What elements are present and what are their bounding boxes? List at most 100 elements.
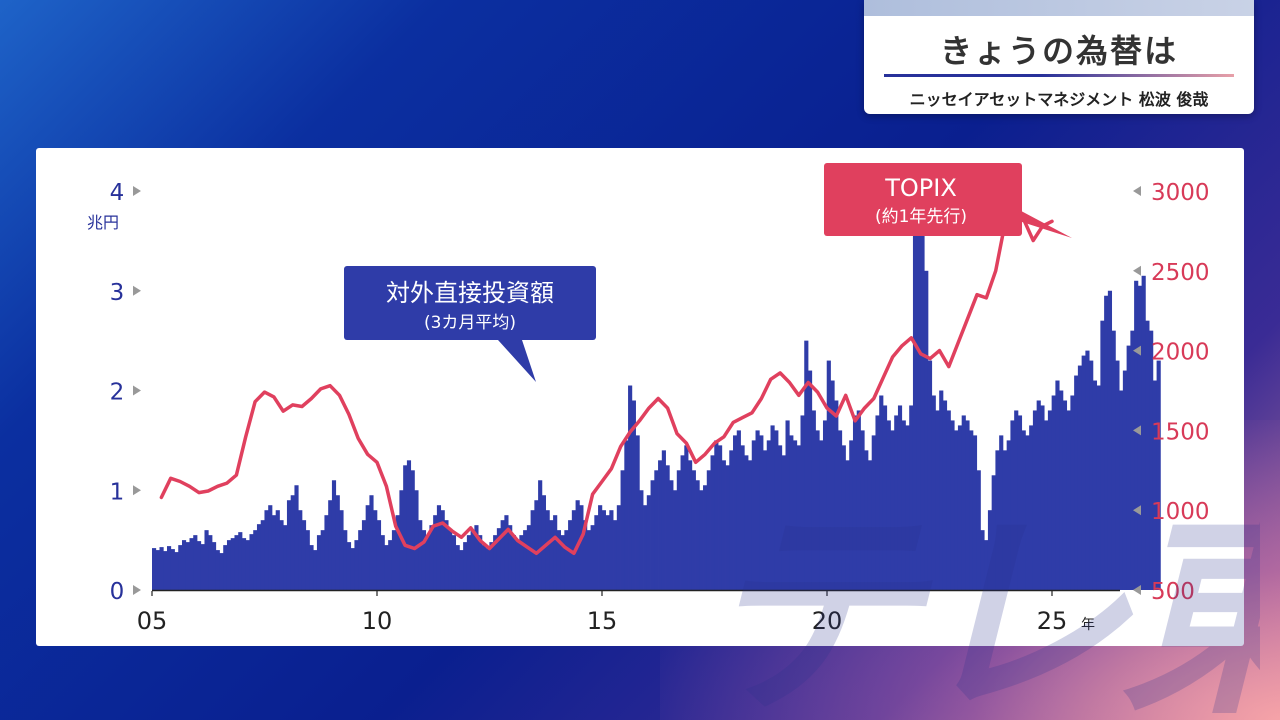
fdi-bar	[1141, 275, 1146, 590]
fdi-bar	[474, 525, 479, 590]
fdi-bar	[909, 405, 914, 590]
fdi-bar	[159, 547, 164, 590]
fdi-bar	[481, 545, 487, 590]
fdi-bar	[852, 415, 858, 590]
left-tick-marker	[133, 485, 141, 496]
fdi-bar	[339, 510, 344, 590]
fdi-bar	[733, 435, 738, 590]
fdi-bar	[226, 540, 232, 591]
fdi-bar	[170, 549, 175, 590]
fdi-bar	[609, 510, 614, 590]
topix-callout-subtitle: (約1年先行)	[875, 207, 967, 227]
fdi-bar	[1119, 390, 1124, 590]
fdi-bar	[354, 540, 359, 591]
fdi-bar	[489, 542, 494, 590]
left-tick-marker	[133, 285, 141, 296]
commentator-credit: ニッセイアセットマネジメント 松波 俊哉	[909, 90, 1209, 109]
fdi-bar	[260, 520, 265, 590]
fdi-bar	[601, 510, 606, 590]
fdi-bar	[706, 470, 711, 590]
fdi-bar	[496, 528, 502, 590]
fdi-bar	[526, 525, 531, 590]
fdi-bar	[1145, 320, 1150, 590]
fdi-bar	[361, 520, 367, 590]
fdi-bar	[954, 430, 959, 590]
fdi-bar	[867, 460, 873, 590]
fdi-bar	[837, 430, 843, 590]
fdi-bar	[1077, 365, 1083, 590]
fdi-bar	[860, 430, 865, 590]
fdi-bar	[759, 435, 764, 590]
program-title-box: きょうの為替は ニッセイアセットマネジメント 松波 俊哉	[864, 0, 1254, 114]
right-tick-label: 3000	[1151, 180, 1210, 206]
fdi-bar	[1006, 440, 1011, 591]
left-tick-marker	[133, 385, 141, 396]
fdi-bar	[294, 485, 299, 590]
fdi-bar	[942, 400, 948, 590]
fdi-bar	[185, 542, 190, 590]
fdi-bar	[440, 510, 445, 590]
right-tick-marker	[1133, 425, 1141, 436]
fdi-bar	[774, 430, 779, 590]
fdi-bar	[875, 415, 880, 590]
fdi-bar	[256, 524, 262, 590]
fdi-bar	[646, 495, 651, 590]
line-series	[159, 211, 1054, 556]
fdi-bar	[1044, 420, 1049, 590]
fdi-bar	[264, 510, 269, 590]
fdi-bar	[309, 545, 314, 590]
fdi-bar	[1089, 360, 1094, 590]
fdi-bar	[1096, 385, 1101, 590]
fdi-bar	[792, 440, 798, 591]
fdi-bar	[466, 535, 472, 590]
fdi-bar	[163, 551, 168, 590]
fdi-bar	[725, 465, 730, 590]
fdi-bar	[815, 430, 820, 590]
fdi-bar	[800, 415, 805, 590]
fdi-bar	[215, 550, 220, 590]
right-tick-label: 1000	[1151, 499, 1210, 525]
fdi-bar	[1040, 405, 1045, 590]
fdi-bar	[924, 270, 929, 590]
fdi-bar	[1051, 395, 1056, 590]
left-axis-unit: 兆円	[87, 213, 119, 232]
fdi-bar	[1014, 410, 1019, 590]
fdi-callout: 対外直接投資額 (3カ月平均)	[344, 266, 596, 382]
fdi-bar	[1017, 415, 1023, 590]
fdi-bar	[245, 540, 250, 591]
fdi-bar	[822, 420, 828, 590]
fdi-bar	[1115, 360, 1120, 590]
fdi-bar	[406, 460, 412, 590]
fdi-bar	[253, 530, 258, 590]
fdi-bar	[1149, 330, 1154, 590]
fdi-bar	[598, 505, 603, 590]
title-divider	[884, 74, 1234, 77]
title-box-topbar	[864, 0, 1254, 16]
fdi-bar	[654, 470, 659, 590]
fdi-bar	[249, 534, 254, 590]
fdi-bar	[718, 445, 723, 590]
fdi-bar	[897, 405, 903, 590]
x-tick-label: 05	[137, 607, 168, 635]
fdi-bar	[1081, 355, 1086, 590]
fdi-bar	[579, 505, 584, 590]
fdi-bar	[553, 515, 558, 590]
fdi-bar	[635, 435, 640, 590]
fdi-bar	[541, 495, 546, 590]
fdi-bar	[1134, 280, 1139, 590]
fdi-bar	[676, 470, 681, 590]
fdi-bar	[1025, 435, 1030, 590]
fdi-bar	[459, 550, 464, 590]
fdi-bar	[196, 541, 202, 590]
fdi-bar	[1100, 320, 1105, 590]
fdi-bar	[740, 445, 745, 590]
fdi-bar	[298, 510, 303, 590]
fdi-bar	[279, 520, 284, 590]
fdi-bar	[1152, 380, 1157, 590]
fdi-bar	[346, 542, 352, 590]
fdi-bar	[894, 415, 899, 590]
fdi-bar	[534, 500, 539, 590]
fdi-bar	[980, 530, 985, 590]
fdi-bar	[882, 405, 888, 590]
